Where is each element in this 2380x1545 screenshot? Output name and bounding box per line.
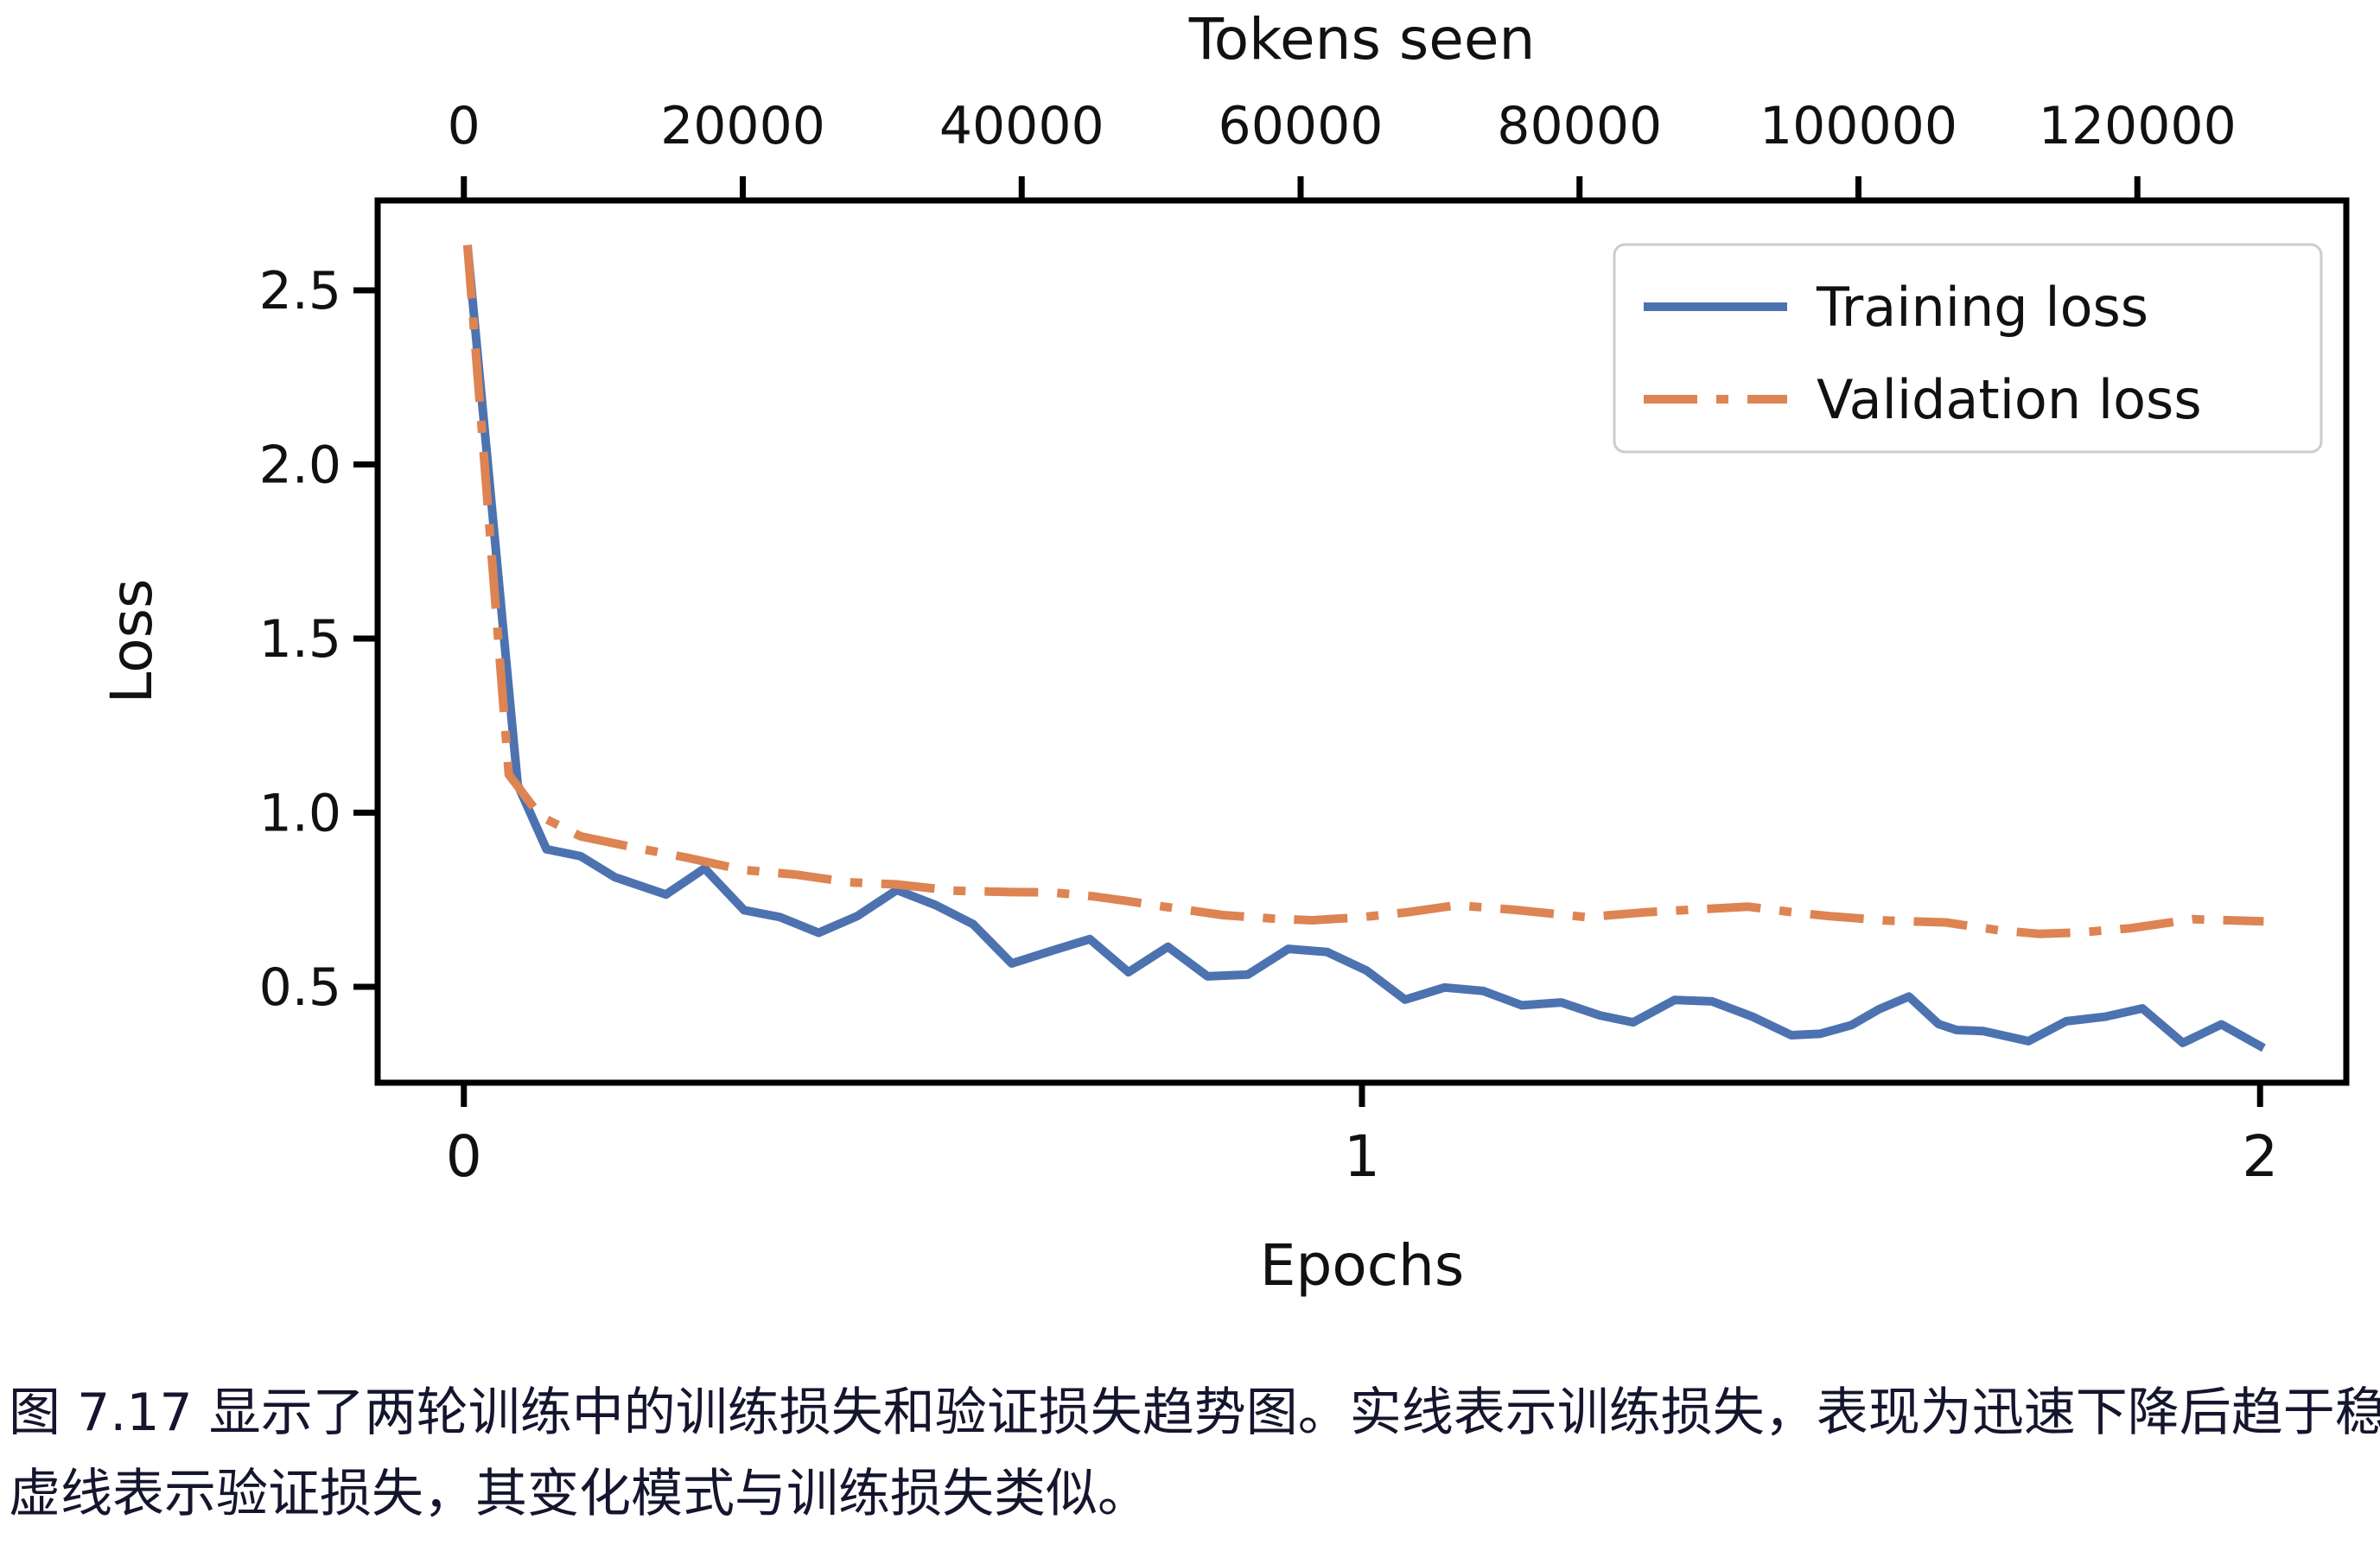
top-axis-title: Tokens seen	[1188, 6, 1536, 73]
validation-loss-line	[462, 245, 2264, 938]
legend-box	[1613, 243, 2323, 454]
top-tick-label: 120000	[2039, 96, 2237, 156]
top-tick-label: 0	[448, 96, 480, 156]
training-loss-line	[462, 245, 2266, 1052]
legend-validation-label: Validation loss	[1817, 368, 2202, 431]
top-tick-label: 40000	[939, 96, 1104, 156]
y-tick-label: 2.0	[259, 435, 341, 495]
y-tick-label: 1.5	[259, 609, 341, 670]
figure-caption: 图 7.17 显示了两轮训练中的训练损失和验证损失趋势图。实线表示训练损失，表现…	[9, 1372, 2380, 1535]
x-tick-label: 0	[446, 1123, 482, 1190]
y-axis-title: Loss	[99, 579, 165, 704]
top-tick-label: 20000	[660, 96, 825, 156]
chart-legend: Training loss Validation loss	[1613, 243, 2323, 454]
top-tick-label: 60000	[1219, 96, 1384, 156]
top-tick-label: 100000	[1760, 96, 1957, 156]
plot-area: 0 1 2 0 20000 40000 60000 80000 100000 120000 0.5 1…	[259, 96, 2350, 1190]
top-tick-label: 80000	[1497, 96, 1662, 156]
y-tick-label: 1.0	[259, 784, 341, 844]
legend-training-label: Training loss	[1816, 276, 2148, 339]
x-tick-label: 1	[1344, 1123, 1380, 1190]
figure-caption-line-1: 图 7.17 显示了两轮训练中的训练损失和验证损失趋势图。实线表示训练损失，表现…	[9, 1383, 2380, 1443]
y-tick-label: 0.5	[259, 957, 341, 1018]
x-axis-title: Epochs	[1260, 1232, 1464, 1299]
loss-chart: Tokens seen Epochs Loss 0 1 2 0 20000 40000 60…	[99, 6, 2350, 1299]
x-tick-label: 2	[2242, 1123, 2278, 1190]
figure-caption-line-2: 虚线表示验证损失，其变化模式与训练损失类似。	[9, 1464, 1149, 1524]
y-tick-label: 2.5	[259, 261, 341, 321]
